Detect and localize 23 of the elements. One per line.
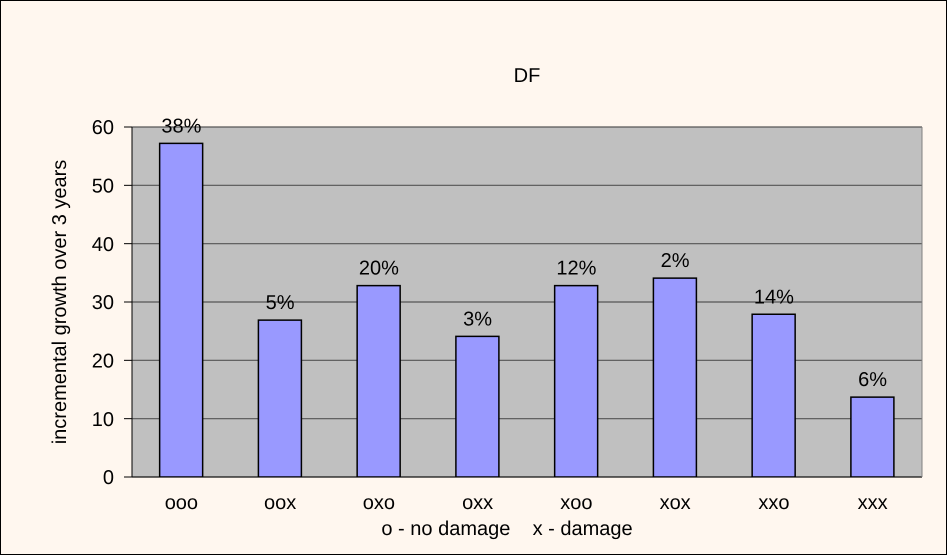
y-tick-label: 0 [102,467,114,490]
y-tick-label: 20 [92,350,114,372]
x-tick-label: ooo [164,492,198,514]
x-tick-label: xoo [560,492,592,514]
y-tick-label: 10 [92,408,114,431]
annotation: 3% [463,308,492,330]
chart-title: DF [514,65,540,87]
annotation: 2% [660,250,690,272]
x-tick-label: oox [264,492,296,514]
y-axis-title: incremental growth over 3 years [49,160,71,444]
annotation: 6% [858,369,888,392]
x-tick-label: oxo [362,492,395,514]
y-tick-label: 30 [92,292,114,314]
y-tick-label: 60 [92,117,114,140]
x-tick-label: oxx [462,492,494,514]
x-tick-label: xxx [858,492,888,514]
x-tick-label: xox [660,492,691,514]
annotation: 20% [358,258,400,280]
y-tick-label: 40 [92,234,114,256]
x-tick-label: xxo [758,492,790,514]
annotation: 12% [556,258,597,280]
x-axis-title: o - no damage x - damage [381,518,633,540]
y-tick-label: 50 [92,175,114,198]
